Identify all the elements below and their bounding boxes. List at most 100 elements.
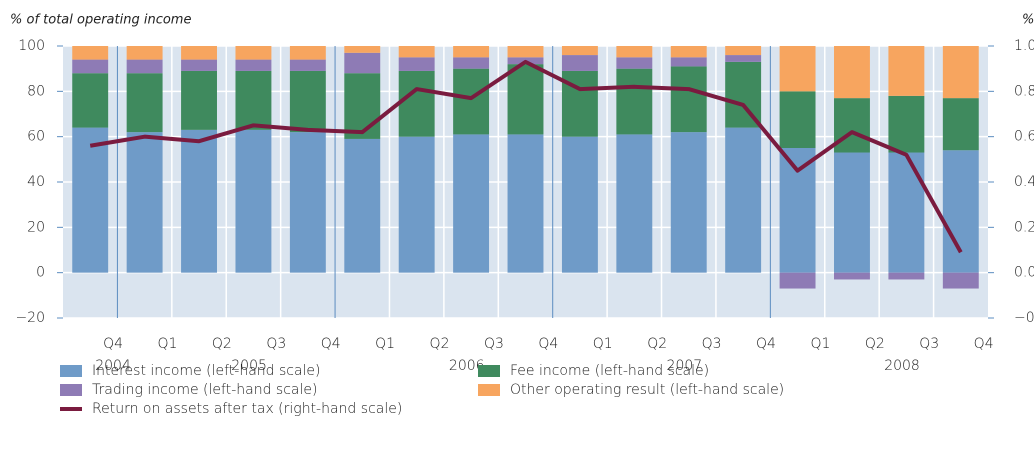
bar-segment	[942, 98, 979, 151]
bar-segment	[398, 57, 435, 71]
x-tick-label: Q2	[430, 336, 450, 352]
bar-segment	[181, 46, 217, 60]
bar-segment	[834, 152, 870, 273]
year-label: 2008	[884, 358, 920, 374]
x-tick-label: Q3	[266, 336, 286, 352]
y-tick-label: 0	[36, 265, 45, 281]
bar-segment	[72, 46, 109, 60]
x-tick-label: Q4	[538, 336, 558, 352]
bar-segment	[888, 95, 925, 153]
x-tick-label: Q2	[212, 336, 232, 352]
legend-label: Other operating result (left-hand scale)	[510, 382, 784, 398]
x-tick-label: Q4	[321, 336, 341, 352]
bar-segment	[561, 55, 598, 71]
bar-segment	[616, 68, 653, 135]
legend-swatch	[478, 384, 500, 396]
x-tick-label: Q3	[702, 336, 722, 352]
bar-segment	[72, 59, 109, 74]
bar-segment	[670, 66, 707, 133]
x-tick-label: Q1	[158, 336, 178, 352]
y-tick-label: 40	[27, 174, 45, 190]
bar-segment	[942, 272, 979, 289]
bar-segment	[181, 59, 217, 71]
bar-segment	[289, 46, 326, 60]
bar-segment	[181, 129, 217, 273]
y2-axis-label: %	[1022, 13, 1034, 28]
bar-segment	[398, 136, 435, 273]
bar-segment	[507, 64, 544, 135]
x-tick-label: Q4	[103, 336, 123, 352]
bar-segment	[942, 46, 979, 99]
y2-tick-label: 1.0	[1014, 38, 1034, 54]
bar-segment	[888, 152, 925, 273]
y-tick-label: −20	[15, 310, 45, 326]
legend-label: Fee income (left-hand scale)	[510, 363, 709, 379]
bar-segment	[670, 57, 707, 67]
bar-segment	[453, 57, 490, 69]
bar-segment	[235, 70, 272, 130]
x-tick-label: Q3	[919, 336, 939, 352]
bar-segment	[834, 272, 870, 280]
y2-tick-label: −0.2	[1014, 310, 1034, 326]
bar-segment	[344, 46, 381, 53]
bar-segment	[942, 150, 979, 273]
bar-segment	[235, 129, 272, 273]
bar-segment	[834, 98, 870, 153]
bar-segment	[507, 46, 544, 58]
bar-segment	[289, 70, 326, 133]
legend-label: Interest income (left-hand scale)	[92, 363, 321, 379]
y-tick-label: 20	[27, 219, 45, 235]
bar-segment	[235, 46, 272, 60]
y2-tick-label: 0.8	[1014, 83, 1034, 99]
x-tick-label: Q2	[647, 336, 667, 352]
bar-segment	[398, 70, 435, 137]
bar-segment	[561, 136, 598, 273]
bar-segment	[725, 127, 762, 273]
x-tick-label: Q4	[756, 336, 776, 352]
bar-segment	[289, 59, 326, 71]
bar-segment	[126, 46, 163, 60]
bar-segment	[779, 272, 816, 289]
bar-segment	[344, 73, 381, 139]
line-series	[89, 59, 963, 254]
y2-tick-label: 0.0	[1014, 265, 1034, 281]
bar-segment	[725, 46, 762, 56]
bar-segment	[834, 46, 870, 99]
y2-tick-label: 0.6	[1014, 129, 1034, 145]
bar-segment	[344, 138, 381, 273]
x-tick-label: Q3	[484, 336, 504, 352]
bar-segment	[126, 59, 163, 74]
legend-label: Trading income (left-hand scale)	[92, 382, 317, 398]
y-tick-label: 80	[27, 83, 45, 99]
x-tick-label: Q1	[593, 336, 613, 352]
bar-segment	[616, 46, 653, 58]
year-label: 2006	[449, 358, 485, 374]
legend-swatch	[478, 365, 500, 377]
bar-segment	[72, 127, 109, 273]
legend-swatch	[60, 384, 82, 396]
year-label: 2004	[95, 358, 131, 374]
y2-tick-label: 0.2	[1014, 219, 1034, 235]
bar-segment	[72, 73, 109, 128]
bar-segment	[289, 132, 326, 273]
bar-segment	[779, 91, 816, 148]
year-label: 2005	[231, 358, 267, 374]
x-tick-label: Q4	[974, 336, 994, 352]
y2-tick-label: 0.4	[1014, 174, 1034, 190]
y-tick-label: 60	[27, 129, 45, 145]
y-tick-label: 100	[18, 38, 45, 54]
bar-segment	[779, 148, 816, 273]
x-tick-label: Q1	[810, 336, 830, 352]
bar-segment	[561, 46, 598, 56]
bar-segment	[181, 70, 217, 130]
year-label: 2007	[667, 358, 703, 374]
bar-segment	[779, 46, 816, 92]
bar-segment	[398, 46, 435, 58]
bar-segment	[670, 46, 707, 58]
bar-segment	[126, 73, 163, 133]
legend-label: Return on assets after tax (right-hand s…	[92, 401, 402, 417]
bar-segment	[453, 134, 490, 273]
x-tick-label: Q1	[375, 336, 395, 352]
y-axis-label: % of total operating income	[10, 13, 191, 28]
